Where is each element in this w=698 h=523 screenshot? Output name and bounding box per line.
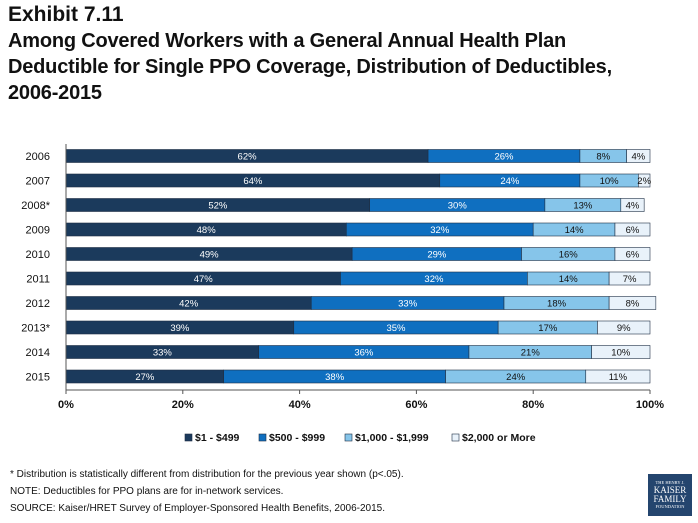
bar-segment — [591, 345, 651, 359]
data-label: 14% — [565, 225, 585, 236]
data-label: 36% — [354, 348, 374, 359]
data-label: 10% — [611, 348, 631, 359]
legend-swatch — [184, 433, 193, 442]
kff-logo: THE HENRY J. KAISER FAMILY FOUNDATION — [648, 474, 692, 516]
data-label: 10% — [600, 176, 620, 187]
data-label: 27% — [135, 372, 155, 383]
x-tick-label: 40% — [289, 399, 311, 411]
footnote-significance: * Distribution is statistically differen… — [10, 469, 404, 480]
data-label: 33% — [153, 348, 173, 359]
data-label: 42% — [179, 299, 199, 310]
y-tick-label: 2012 — [26, 298, 50, 310]
exhibit-number: Exhibit 7.11 — [8, 3, 124, 26]
bar-segment — [620, 198, 645, 212]
chart-title-line-2: Deductible for Single PPO Coverage, Dist… — [8, 56, 612, 78]
data-label: 52% — [208, 201, 228, 212]
data-label: 48% — [197, 225, 217, 236]
legend-swatch — [344, 433, 353, 442]
data-label: 24% — [506, 372, 526, 383]
data-label: 32% — [430, 225, 450, 236]
legend-swatch — [258, 433, 267, 442]
y-tick-label: 2006 — [26, 151, 50, 163]
bar-segment — [626, 149, 651, 163]
chart-title-line-3: 2006-2015 — [8, 82, 102, 104]
y-tick-label: 2015 — [26, 372, 50, 384]
footnotes: * Distribution is statistically differen… — [10, 466, 630, 517]
x-tick-label: 100% — [636, 399, 664, 411]
data-label: 33% — [398, 299, 418, 310]
data-label: 14% — [559, 274, 579, 285]
y-tick-label: 2010 — [26, 249, 50, 261]
bar-segment — [614, 222, 651, 237]
legend-label: $2,000 or More — [462, 432, 536, 444]
y-tick-label: 2007 — [26, 176, 50, 188]
y-tick-label: 2013* — [21, 323, 50, 335]
data-label: 35% — [386, 323, 406, 334]
data-label: 11% — [609, 372, 628, 383]
bar-segment — [597, 320, 651, 335]
data-label: 17% — [538, 323, 558, 334]
data-label: 47% — [194, 274, 214, 285]
bar-segment — [614, 247, 651, 261]
data-label: 39% — [170, 323, 190, 334]
bar-segment — [638, 173, 651, 188]
y-tick-label: 2014 — [26, 347, 50, 359]
stacked-bar-chart: 2006 62% 26% 8% 4% 2007 64% 24% 10% 2% 2008* 52% 30%… — [21, 144, 664, 444]
data-label: 62% — [238, 152, 258, 163]
data-label: 6% — [626, 250, 640, 261]
data-label: 9% — [617, 323, 631, 334]
legend-label: $1 - $499 — [195, 432, 240, 444]
data-label: 6% — [626, 225, 640, 236]
data-label: 49% — [200, 250, 220, 261]
x-tick-label: 20% — [172, 399, 194, 411]
y-tick-label: 2011 — [26, 274, 50, 286]
data-label: 38% — [325, 372, 345, 383]
x-tick-label: 0% — [58, 399, 74, 411]
data-label: 8% — [626, 299, 640, 310]
data-label: 16% — [559, 250, 579, 261]
bar-segment — [585, 369, 651, 384]
legend-label: $1,000 - $1,999 — [355, 432, 429, 444]
data-label: 13% — [573, 201, 593, 212]
data-label: 8% — [596, 152, 610, 163]
data-label: 64% — [243, 176, 263, 187]
legend-swatch — [451, 433, 460, 442]
x-tick-label: 80% — [522, 399, 544, 411]
data-label: 4% — [626, 201, 640, 212]
data-label: 29% — [427, 250, 447, 261]
data-label: 18% — [547, 299, 567, 310]
data-label: 4% — [631, 152, 645, 163]
footnote-note: NOTE: Deductibles for PPO plans are for … — [10, 486, 284, 497]
data-label: 30% — [448, 201, 468, 212]
chart-title-line-1: Among Covered Workers with a General Ann… — [8, 30, 567, 52]
title-block: Exhibit 7.11 Among Covered Workers with … — [8, 2, 688, 106]
data-label: 21% — [521, 348, 541, 359]
data-label: 26% — [494, 152, 514, 163]
y-tick-label: 2009 — [26, 225, 50, 237]
legend-label: $500 - $999 — [269, 432, 325, 444]
y-tick-label: 2008* — [21, 200, 50, 212]
data-label: 7% — [623, 274, 637, 285]
data-label: 24% — [500, 176, 520, 187]
data-label: 2% — [637, 176, 651, 187]
footnote-source: SOURCE: Kaiser/HRET Survey of Employer-S… — [10, 503, 385, 514]
bar-segment — [608, 271, 651, 286]
data-label: 32% — [424, 274, 444, 285]
bar-segment — [608, 296, 657, 310]
x-tick-label: 60% — [405, 399, 427, 411]
